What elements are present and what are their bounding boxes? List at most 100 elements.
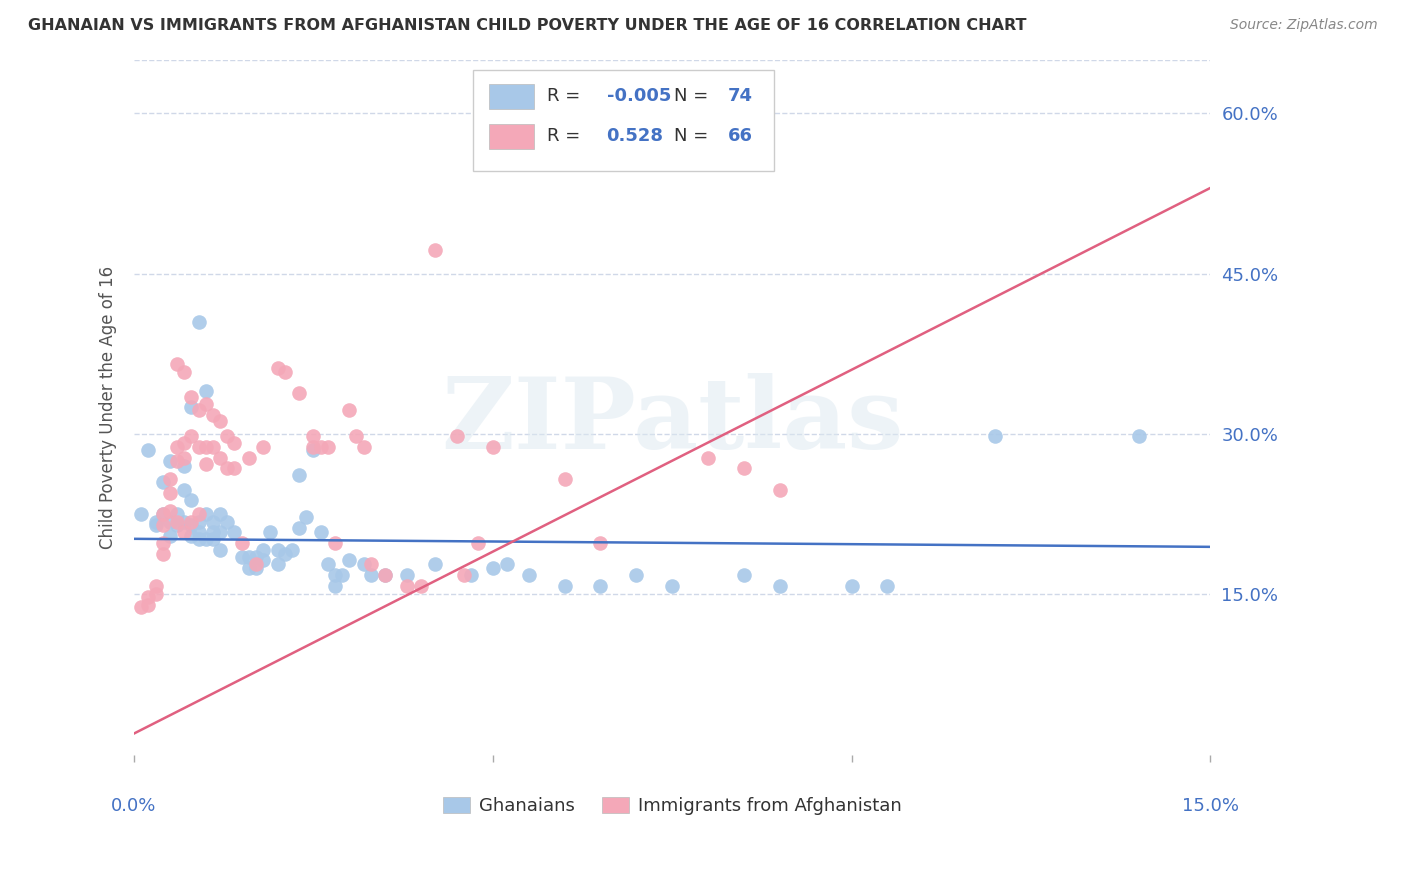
Point	[224, 525, 246, 540]
Point	[180, 429, 202, 443]
Point	[173, 459, 195, 474]
Point	[554, 579, 576, 593]
Point	[316, 440, 339, 454]
Point	[446, 429, 468, 443]
Point	[129, 600, 152, 615]
Point	[395, 568, 418, 582]
Point	[173, 483, 195, 497]
Point	[288, 386, 311, 401]
Point	[346, 429, 368, 443]
Point	[460, 568, 482, 582]
Point	[517, 568, 540, 582]
Point	[337, 403, 360, 417]
Point	[252, 440, 274, 454]
Point	[209, 450, 232, 465]
Point	[201, 532, 224, 546]
Point	[201, 525, 224, 540]
Point	[374, 568, 396, 582]
Point	[733, 461, 755, 475]
Point	[252, 553, 274, 567]
Point	[138, 590, 160, 604]
Point	[173, 435, 195, 450]
Point	[481, 440, 503, 454]
Point	[159, 472, 181, 486]
Text: Source: ZipAtlas.com: Source: ZipAtlas.com	[1230, 18, 1378, 32]
Point	[266, 360, 288, 375]
Text: GHANAIAN VS IMMIGRANTS FROM AFGHANISTAN CHILD POVERTY UNDER THE AGE OF 16 CORREL: GHANAIAN VS IMMIGRANTS FROM AFGHANISTAN …	[28, 18, 1026, 33]
Point	[159, 528, 181, 542]
Point	[201, 408, 224, 422]
Point	[180, 401, 202, 415]
FancyBboxPatch shape	[489, 84, 534, 109]
Point	[152, 536, 174, 550]
Point	[129, 507, 152, 521]
Text: ZIPatlas: ZIPatlas	[441, 373, 904, 470]
Text: -0.005: -0.005	[606, 87, 671, 105]
Legend: Ghanaians, Immigrants from Afghanistan: Ghanaians, Immigrants from Afghanistan	[443, 797, 901, 815]
Point	[302, 429, 325, 443]
Point	[425, 558, 447, 572]
Point	[194, 507, 217, 521]
Point	[173, 515, 195, 529]
Point	[173, 525, 195, 540]
Point	[496, 558, 519, 572]
Point	[769, 483, 792, 497]
Point	[245, 549, 267, 564]
Point	[245, 558, 267, 572]
Point	[288, 521, 311, 535]
Point	[145, 587, 167, 601]
Point	[152, 475, 174, 490]
Point	[180, 515, 202, 529]
Point	[187, 515, 209, 529]
Point	[266, 558, 288, 572]
Point	[187, 525, 209, 540]
Point	[589, 579, 612, 593]
Point	[238, 450, 260, 465]
Point	[166, 517, 188, 532]
Point	[231, 549, 253, 564]
Point	[353, 558, 375, 572]
Point	[374, 568, 396, 582]
Text: 74: 74	[728, 87, 754, 105]
Point	[252, 542, 274, 557]
Point	[159, 515, 181, 529]
Point	[138, 443, 160, 458]
Point	[841, 579, 863, 593]
Point	[302, 443, 325, 458]
Point	[209, 507, 232, 521]
Point	[194, 532, 217, 546]
Point	[245, 560, 267, 574]
Point	[224, 461, 246, 475]
Point	[273, 365, 295, 379]
Point	[876, 579, 898, 593]
Point	[187, 403, 209, 417]
Point	[166, 507, 188, 521]
Point	[425, 243, 447, 257]
Point	[180, 517, 202, 532]
Point	[209, 414, 232, 428]
FancyBboxPatch shape	[489, 124, 534, 149]
Y-axis label: Child Poverty Under the Age of 16: Child Poverty Under the Age of 16	[100, 266, 117, 549]
Point	[187, 507, 209, 521]
Point	[733, 568, 755, 582]
Point	[166, 515, 188, 529]
Point	[166, 358, 188, 372]
Point	[360, 568, 382, 582]
Point	[180, 493, 202, 508]
Point	[145, 517, 167, 532]
Point	[209, 542, 232, 557]
Point	[166, 454, 188, 468]
Point	[481, 560, 503, 574]
Point	[323, 568, 346, 582]
Point	[323, 579, 346, 593]
Point	[302, 440, 325, 454]
Point	[259, 525, 281, 540]
Point	[152, 547, 174, 561]
Point	[194, 457, 217, 471]
Point	[166, 440, 188, 454]
Text: N =: N =	[675, 87, 714, 105]
FancyBboxPatch shape	[472, 70, 775, 171]
Text: R =: R =	[547, 87, 586, 105]
Point	[238, 549, 260, 564]
Point	[159, 485, 181, 500]
